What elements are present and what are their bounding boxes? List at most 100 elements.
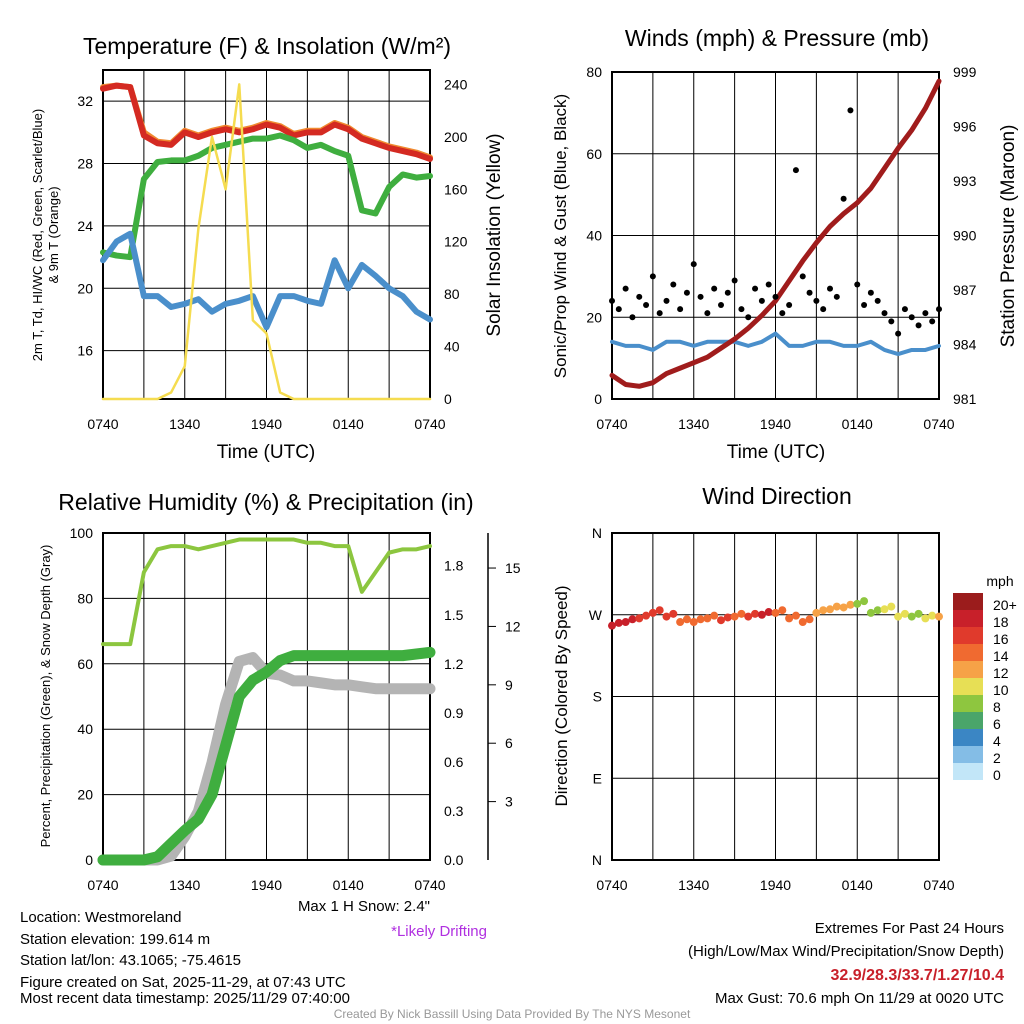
rh-y-tick: 100 (70, 525, 94, 541)
x-tick-label: 1940 (251, 416, 282, 432)
pressure-y-tick: 981 (953, 391, 977, 407)
gust-point (813, 297, 820, 304)
rh-y-tick: 20 (77, 787, 93, 803)
direction-point (907, 612, 916, 621)
direction-point (723, 613, 732, 622)
x-tick-label: 0740 (414, 877, 445, 893)
extremes-subtitle: (High/Low/Max Wind/Precipitation/Snow De… (688, 943, 1004, 960)
insolation-y-tick: 120 (444, 234, 468, 250)
gust-point (867, 289, 874, 296)
direction-point (935, 612, 943, 621)
temperature-y-label-2: & 9m T (Orange) (46, 186, 61, 283)
plot-frame (102, 532, 431, 861)
direction-point (880, 605, 889, 614)
direction-y-tick: N (592, 525, 602, 541)
direction-point (894, 612, 903, 621)
series-precipitation (97, 646, 436, 866)
pressure-y-tick: 990 (953, 228, 977, 244)
legend-swatch (953, 661, 983, 678)
gust-point (745, 314, 752, 321)
gust-point (861, 301, 868, 308)
legend-swatch (953, 678, 983, 695)
gust-point (772, 293, 779, 300)
direction-point (771, 608, 780, 617)
gust-point (929, 318, 936, 325)
direction-point (887, 602, 896, 611)
gust-point (697, 293, 704, 300)
pressure-y-tick: 999 (953, 64, 977, 80)
gust-point (888, 318, 895, 325)
direction-point (853, 599, 862, 608)
gust-point (663, 297, 670, 304)
precip-y-tick: 0.0 (444, 852, 464, 868)
legend-swatch (953, 593, 983, 610)
series-hi-wc (100, 230, 433, 331)
x-tick-label: 0740 (596, 877, 627, 893)
direction-point (812, 608, 821, 617)
x-tick-label: 0140 (842, 416, 873, 432)
gust-point (792, 167, 799, 174)
direction-point (839, 603, 848, 612)
direction-point (819, 606, 828, 615)
gust-point (670, 281, 677, 288)
direction-point (928, 611, 937, 620)
direction-point (826, 605, 834, 614)
pressure-y-tick: 984 (953, 337, 977, 353)
legend-label: 10 (993, 682, 1009, 698)
legend-label: 6 (993, 716, 1001, 732)
direction-point (757, 610, 766, 619)
legend-title: mph (986, 573, 1013, 589)
temperature-chart-title: Temperature (F) & Insolation (W/m²) (83, 33, 451, 59)
series-td (100, 132, 433, 261)
direction-y-tick: N (592, 852, 602, 868)
insolation-y-tick: 240 (444, 76, 468, 92)
temperature-y-label: 2m T, Td, HI/WC (Red, Green, Scarlet/Blu… (30, 109, 45, 361)
legend-swatch (953, 695, 983, 712)
gust-point (718, 301, 724, 308)
gust-point (656, 310, 663, 317)
legend-label: 8 (993, 699, 1001, 715)
drifting-note: *Likely Drifting (391, 923, 487, 940)
gust-point (833, 293, 840, 300)
direction-point (805, 615, 814, 624)
x-tick-label: 0140 (333, 416, 364, 432)
gust-point (738, 306, 745, 313)
gust-point (615, 306, 622, 313)
direction-point (608, 621, 616, 630)
snow-y-tick: 6 (505, 735, 513, 751)
gust-point (704, 310, 711, 317)
legend-swatch (953, 610, 983, 627)
direction-point (676, 618, 685, 627)
precip-y-tick: 1.5 (444, 607, 464, 623)
gust-point (895, 330, 902, 337)
direction-point (860, 597, 869, 606)
gust-point (649, 273, 656, 280)
direction-point (764, 608, 773, 617)
legend-swatch (953, 627, 983, 644)
gust-point (901, 306, 908, 313)
x-tick-label: 1340 (169, 416, 200, 432)
humidity-y-label: Percent, Precipitation (Green), & Snow D… (38, 545, 53, 848)
extremes-values: 32.9/28.3/33.7/1.27/10.4 (831, 967, 1005, 984)
direction-point (832, 602, 841, 611)
temp-y-tick: 20 (77, 280, 93, 296)
direction-point (866, 608, 875, 617)
gust-point (908, 314, 915, 321)
x-tick-label: 0140 (333, 877, 364, 893)
gust-point (765, 281, 772, 288)
figure-created: Figure created on Sat, 2025-11-29, at 07… (20, 974, 346, 991)
pressure-y-tick: 996 (953, 119, 977, 135)
legend-swatch (953, 746, 983, 763)
station-elevation: Station elevation: 199.614 m (20, 931, 210, 948)
gust-point (752, 285, 759, 292)
winds-chart-title: Winds (mph) & Pressure (mb) (625, 25, 929, 51)
direction-y-tick: E (593, 770, 602, 786)
rh-y-tick: 0 (85, 852, 93, 868)
insolation-y-tick: 40 (444, 339, 460, 355)
direction-point (628, 615, 637, 624)
direction-point (635, 614, 644, 623)
direction-point (751, 609, 760, 618)
insolation-y-tick: 160 (444, 181, 468, 197)
insolation-y-tick: 200 (444, 129, 468, 145)
wind-y-tick: 0 (594, 391, 602, 407)
